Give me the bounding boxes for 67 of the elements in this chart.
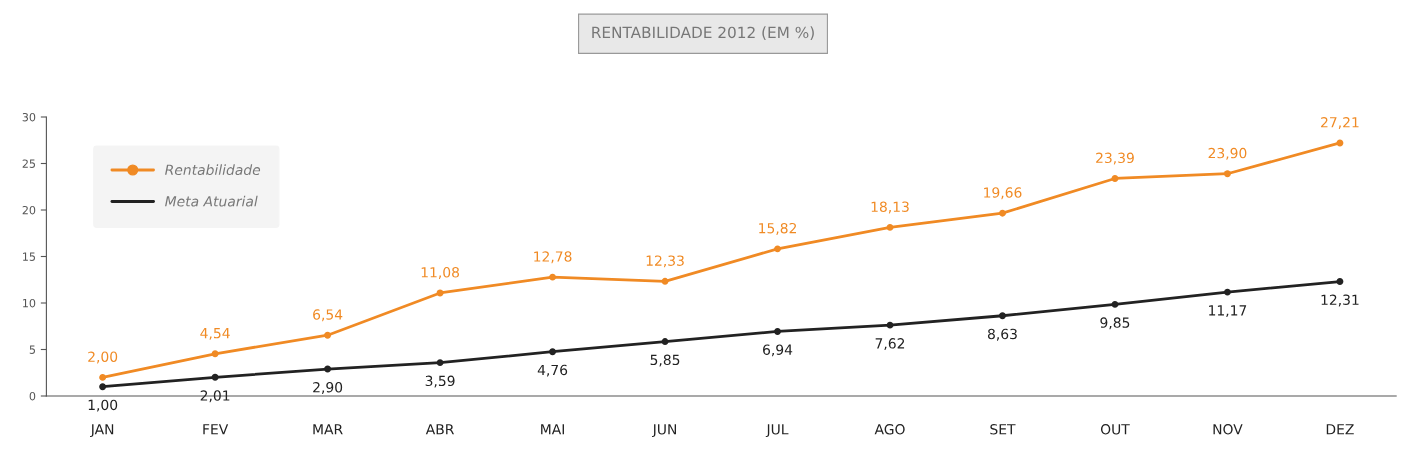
x-tick-label: JUN — [651, 424, 676, 438]
x-tick-label: NOV — [1213, 424, 1243, 435]
data-label: 4,54 — [200, 328, 230, 340]
data-label: 18,13 — [871, 201, 909, 214]
point — [774, 245, 781, 253]
point — [436, 359, 444, 367]
x-tick-label: JUL — [765, 424, 789, 438]
y-tick-label: 25 — [22, 159, 36, 168]
point — [211, 373, 219, 381]
point — [1111, 300, 1119, 308]
data-label: 12,78 — [534, 251, 572, 264]
y-tick-label: 5 — [29, 345, 36, 354]
data-label: 11,17 — [1209, 305, 1247, 318]
data-label: 5,85 — [650, 354, 680, 367]
data-label: 15,82 — [759, 222, 797, 235]
x-tick-label: OUT — [1100, 424, 1130, 435]
point — [774, 327, 781, 335]
data-label: 11,08 — [421, 267, 460, 279]
data-label: 23,90 — [1208, 147, 1247, 160]
data-label: 9,85 — [1100, 317, 1130, 330]
x-tick-label: DEZ — [1326, 424, 1354, 435]
data-label: 2,00 — [88, 351, 118, 364]
point — [1336, 278, 1344, 285]
point — [999, 209, 1006, 217]
y-tick-label: 20 — [22, 205, 36, 215]
data-label: 6,54 — [313, 309, 343, 322]
x-tick-label: JAN — [90, 424, 114, 438]
point — [549, 348, 557, 356]
data-label: 1,00 — [88, 399, 118, 412]
x-tick-label: ABR — [425, 424, 455, 435]
point — [661, 338, 669, 346]
x-tick-label: MAI — [541, 424, 564, 435]
point — [99, 373, 107, 381]
data-label: 6,94 — [763, 344, 793, 357]
data-label: 2,01 — [200, 390, 230, 403]
data-label: 2,90 — [313, 382, 343, 394]
data-label: 3,59 — [425, 375, 455, 388]
point — [886, 223, 894, 231]
data-label: 19,66 — [984, 187, 1022, 200]
data-label: 7,62 — [875, 338, 905, 351]
point — [211, 350, 219, 358]
point — [99, 383, 107, 391]
point — [549, 273, 557, 281]
data-label: 12,33 — [646, 255, 684, 268]
point — [324, 365, 332, 373]
data-label: 27,21 — [1321, 117, 1359, 129]
y-tick-label: 30 — [22, 112, 36, 122]
data-label: 23,39 — [1096, 152, 1134, 165]
data-label: 12,31 — [1321, 294, 1359, 307]
point — [999, 312, 1006, 320]
y-tick-label: 0 — [29, 391, 36, 401]
legend-label: Meta Atuarial — [165, 195, 258, 207]
data-label: 4,76 — [537, 364, 568, 377]
y-tick-label: 10 — [23, 298, 36, 308]
point — [1223, 170, 1231, 178]
y-tick-label: 15 — [23, 252, 36, 261]
legend-label: Rentabilidade — [165, 164, 261, 176]
chart-title: RENTABILIDADE 2012 (EM %) — [592, 26, 814, 40]
x-tick-label: FEV — [203, 424, 229, 435]
point — [1111, 175, 1119, 182]
x-tick-label: SET — [990, 424, 1016, 435]
data-label: 8,63 — [987, 328, 1017, 341]
x-tick-label: AGO — [874, 424, 905, 435]
x-tick-label: MAR — [313, 424, 343, 435]
point — [1223, 288, 1231, 296]
point — [661, 277, 669, 285]
point — [324, 331, 332, 339]
